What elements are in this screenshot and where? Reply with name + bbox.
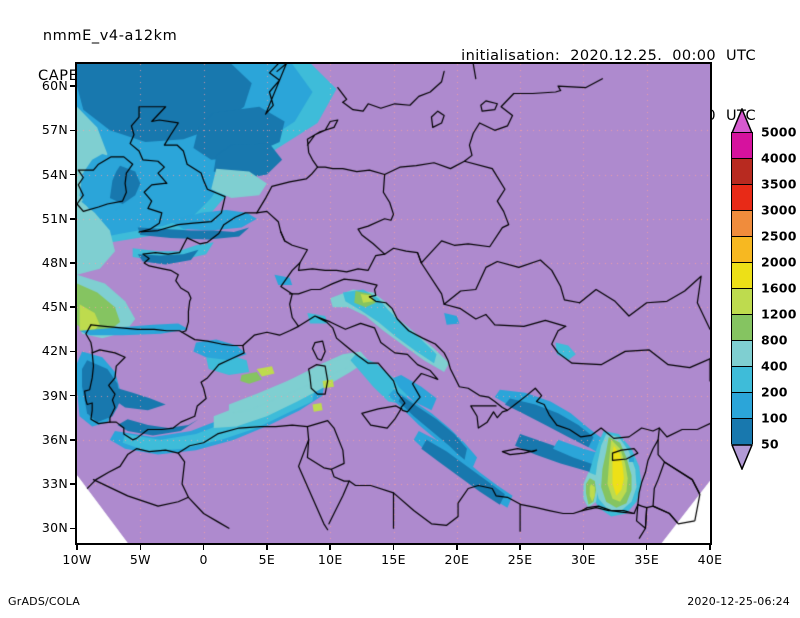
colorbar-segment: [732, 185, 752, 211]
latitude-tick: [70, 262, 77, 264]
longitude-tick-label: 5E: [258, 552, 276, 567]
latitude-tick: [70, 129, 77, 132]
model-name: nmmE_v4-a12km: [42, 28, 178, 44]
colorbar-arrow-high: [730, 107, 754, 134]
colorbar-segment: [732, 211, 752, 237]
colorbar-tick-label: 200: [761, 384, 788, 400]
cape-field-canvas: [77, 64, 710, 543]
longitude-tick-label: 0: [199, 552, 208, 567]
colorbar-tick-label: 5000: [761, 124, 797, 140]
longitude-tick-label: 25E: [507, 552, 533, 567]
colorbar-segment: [732, 159, 752, 185]
longitude-tick: [139, 543, 142, 550]
longitude-tick: [709, 543, 711, 550]
latitude-tick-label: 51N: [41, 210, 68, 226]
latitude-tick-label: 54N: [41, 166, 68, 182]
colorbar-segment: [732, 237, 752, 263]
longitude-tick: [392, 543, 395, 550]
longitude-tick-label: 10E: [317, 552, 343, 567]
colorbar-segment: [732, 133, 752, 159]
colorbar-tick-label: 4000: [761, 150, 797, 166]
latitude-tick: [70, 439, 77, 441]
longitude-tick-label: 35E: [634, 552, 660, 567]
colorbar-tick-label: 100: [761, 410, 788, 426]
longitude-tick-label: 5W: [129, 552, 151, 567]
longitude-tick-label: 20E: [444, 552, 470, 567]
colorbar-segment: [732, 341, 752, 367]
longitude-tick-label: 10W: [62, 552, 92, 567]
longitude-tick: [645, 543, 648, 550]
colorbar-tick-label: 1600: [761, 280, 797, 296]
latitude-tick: [70, 394, 77, 397]
colorbar-tick-label: 2000: [761, 254, 797, 270]
latitude-tick-label: 57N: [41, 122, 68, 138]
latitude-tick: [70, 306, 77, 308]
colorbar-body: [731, 132, 753, 445]
latitude-tick: [70, 218, 77, 220]
longitude-tick-label: 15E: [381, 552, 406, 567]
latitude-tick-label: 39N: [41, 387, 68, 403]
initialisation-time: initialisation: 2020.12.25. 00:00 UTC: [461, 48, 756, 64]
colorbar-segment: [732, 315, 752, 341]
colorbar-tick-label: 400: [761, 358, 788, 374]
colorbar-segment: [732, 263, 752, 289]
colorbar-tick-label: 1200: [761, 306, 797, 322]
longitude-tick: [266, 543, 268, 550]
map-plot-area: [75, 62, 712, 545]
colorbar-segment: [732, 419, 752, 445]
colorbar-segment: [732, 367, 752, 393]
longitude-tick: [76, 543, 78, 550]
latitude-tick: [70, 350, 77, 353]
colorbar-segment: [732, 289, 752, 315]
colorbar-tick-label: 3500: [761, 176, 797, 192]
longitude-tick-label: 30E: [571, 552, 596, 567]
chart-header: nmmE_v4-a12km CAPE [J/kg] initialisation…: [0, 0, 800, 124]
colorbar-segment: [732, 393, 752, 419]
latitude-tick-label: 30N: [41, 520, 68, 536]
producer-label: GrADS/COLA: [8, 595, 80, 608]
latitude-tick-label: 45N: [41, 299, 68, 315]
longitude-tick-label: 40E: [697, 552, 723, 567]
latitude-tick: [70, 85, 77, 87]
longitude-tick: [202, 543, 205, 550]
colorbar-tick-label: 50: [761, 436, 779, 452]
colorbar-tick-label: 3000: [761, 202, 797, 218]
longitude-tick: [329, 543, 331, 550]
latitude-tick: [70, 483, 77, 485]
latitude-tick: [70, 173, 77, 176]
colorbar-tick-label: 2500: [761, 228, 797, 244]
latitude-tick-label: 60N: [41, 78, 68, 94]
latitude-tick-label: 48N: [41, 254, 68, 270]
generation-timestamp: 2020-12-25-06:24: [687, 595, 790, 608]
latitude-tick-label: 42N: [41, 343, 68, 359]
latitude-tick-label: 33N: [41, 476, 68, 492]
longitude-tick: [582, 543, 585, 550]
colorbar-tick-label: 800: [761, 332, 788, 348]
latitude-tick: [70, 527, 77, 529]
latitude-tick-label: 36N: [41, 431, 68, 447]
colorbar-arrow-low: [730, 444, 754, 471]
longitude-tick: [456, 543, 458, 550]
longitude-tick: [519, 543, 521, 550]
